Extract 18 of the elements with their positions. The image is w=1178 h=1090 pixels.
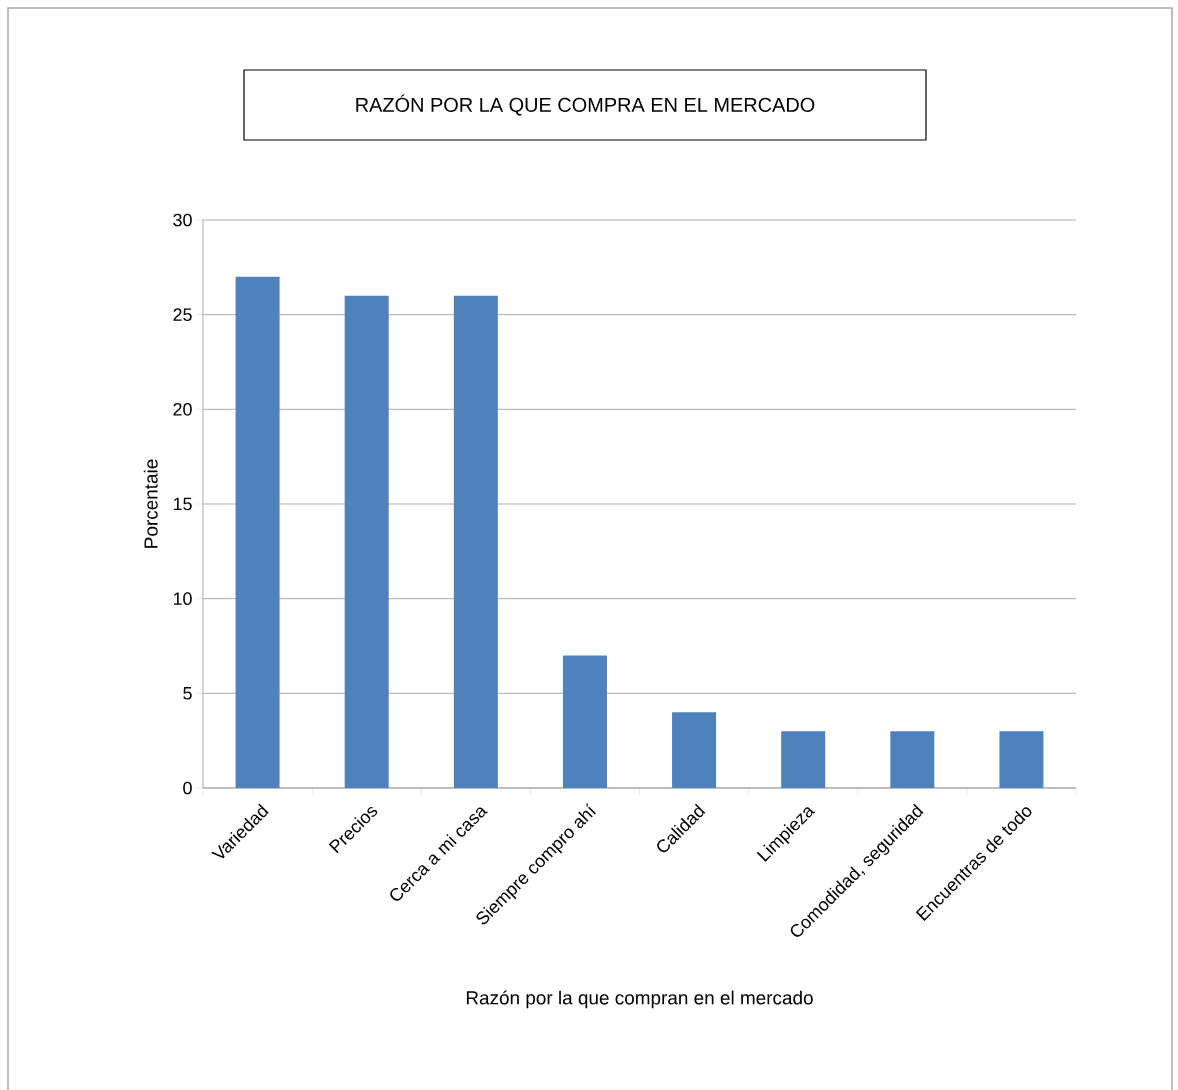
bar	[235, 276, 280, 788]
y-tick-label: 15	[173, 497, 192, 511]
y-tick-label: 20	[173, 402, 192, 416]
bar	[344, 295, 389, 788]
bar	[781, 731, 826, 788]
chart-title: RAZÓN POR LA QUE COMPRA EN EL MERCADO	[356, 94, 815, 116]
bar	[890, 731, 935, 788]
bar	[999, 731, 1044, 788]
bar	[672, 712, 717, 788]
y-tick-label: 5	[183, 687, 192, 700]
y-tick-label: 10	[173, 592, 192, 605]
bar	[453, 295, 498, 788]
y-tick-label: 25	[173, 308, 192, 321]
bar	[562, 655, 607, 788]
y-axis-title: Porcentaie	[143, 459, 158, 548]
y-tick-label: 0	[183, 781, 192, 795]
y-tick-label: 30	[173, 213, 192, 227]
x-axis-title: Razón por la que compran en el mercado	[466, 990, 813, 1009]
